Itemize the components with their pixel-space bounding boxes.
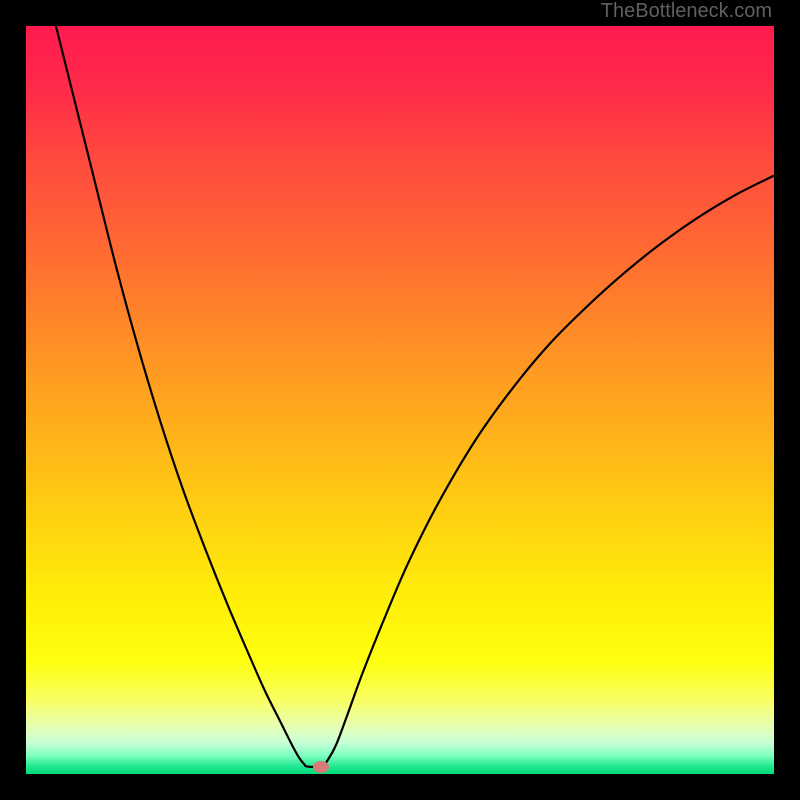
plot-area: [26, 26, 774, 774]
bottleneck-curve: [26, 26, 774, 774]
optimum-point-marker: [313, 761, 329, 773]
watermark-text: TheBottleneck.com: [601, 0, 772, 23]
